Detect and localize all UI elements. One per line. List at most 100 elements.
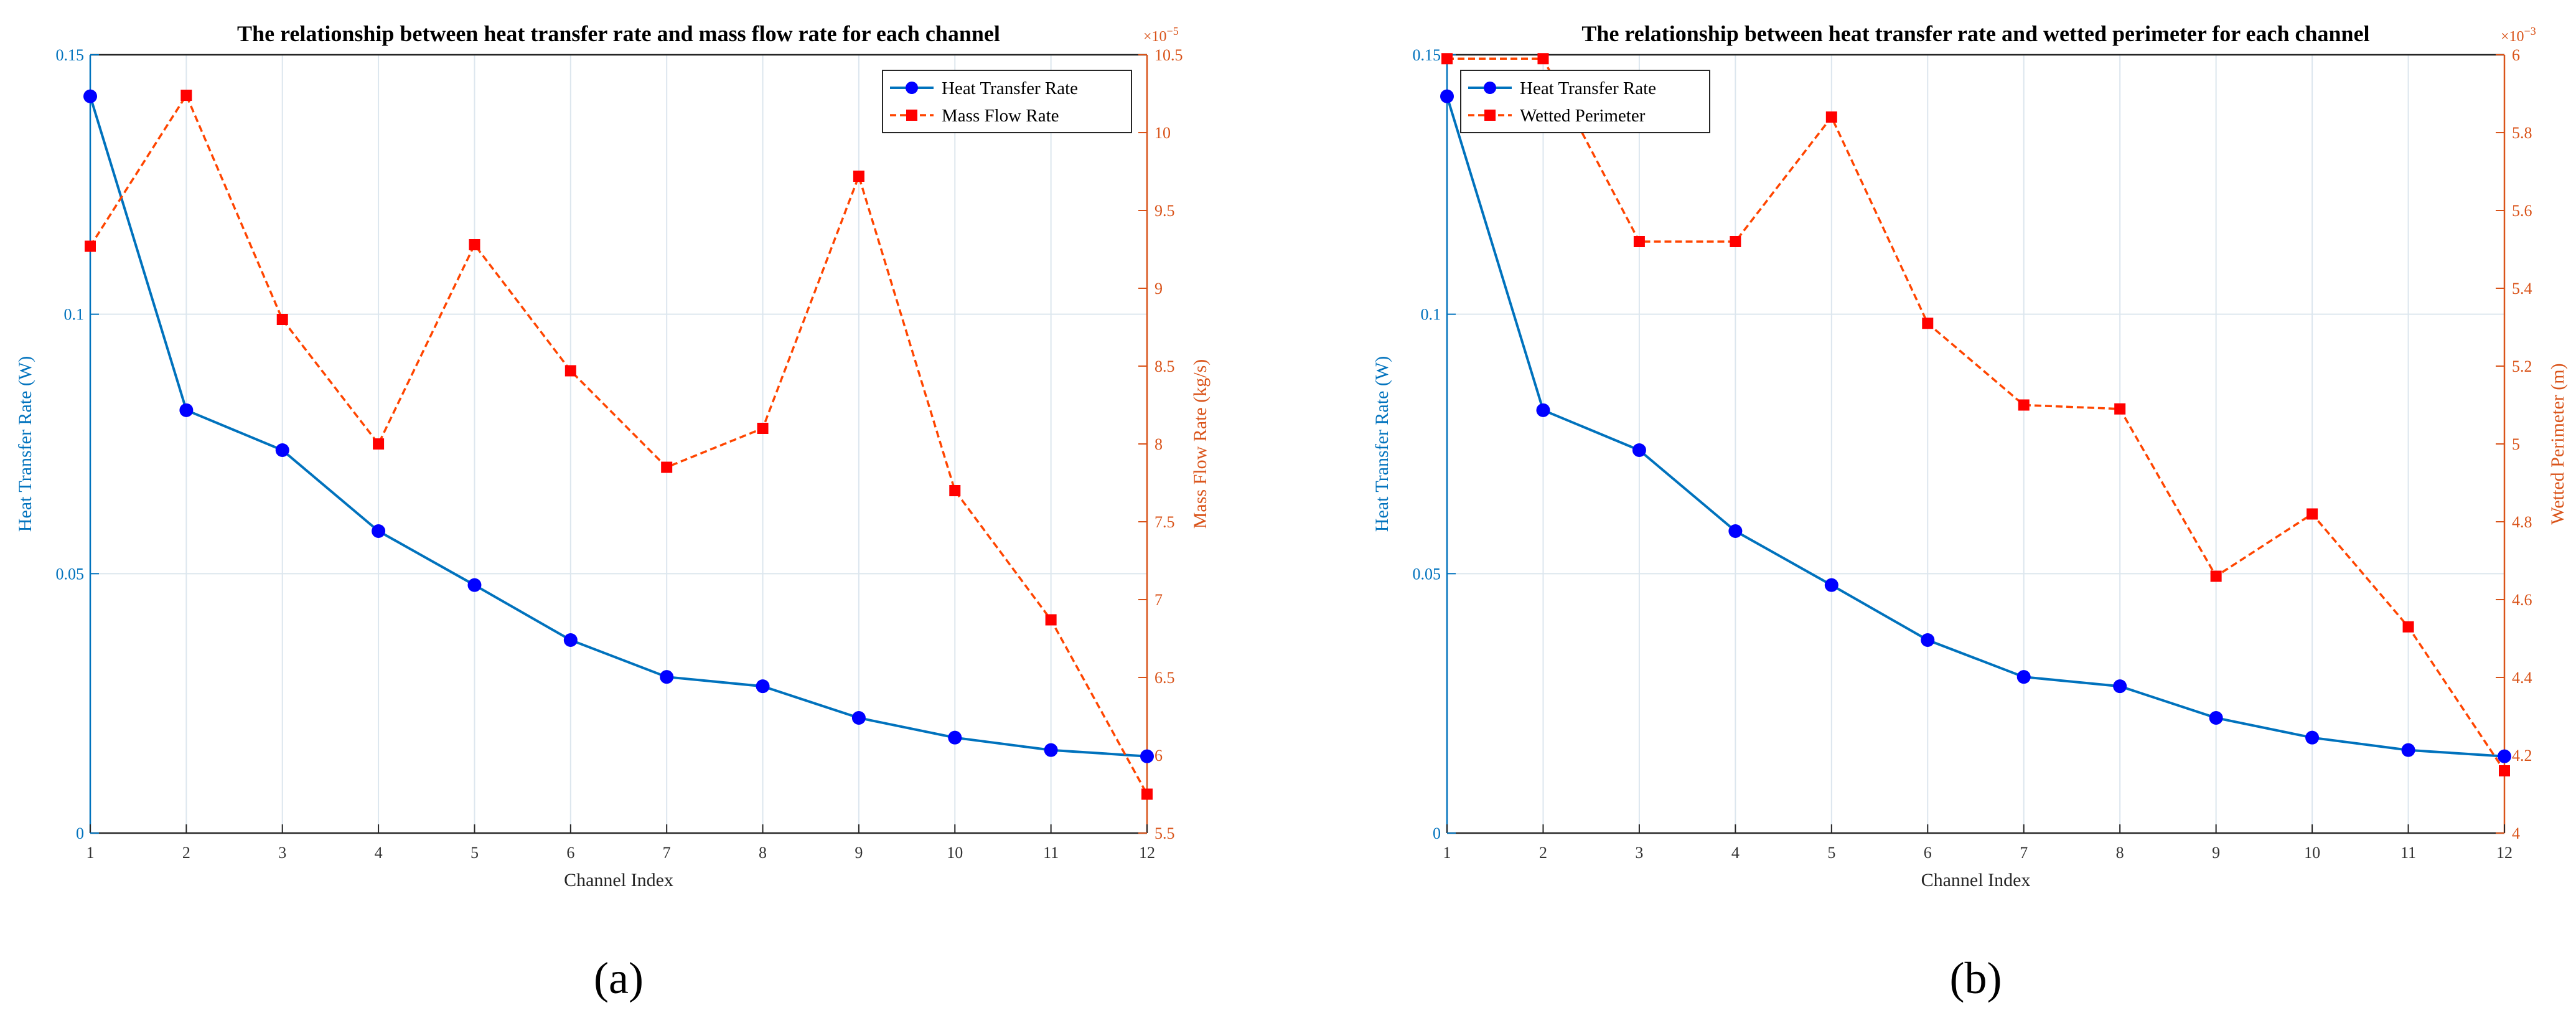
x-tick-label: 1	[87, 844, 95, 862]
legend-label: Heat Transfer Rate	[942, 78, 1078, 98]
x-tick-label: 12	[2496, 844, 2513, 862]
data-point	[661, 461, 673, 473]
right-axis-exponent-power: −5	[1167, 25, 1179, 37]
data-point	[1537, 53, 1549, 65]
data-point	[1728, 524, 1743, 538]
data-point	[756, 679, 770, 694]
data-point	[1441, 53, 1453, 65]
right-y-axis-label: Mass Flow Rate (kg/s)	[1190, 359, 1211, 529]
left-y-axis-label: Heat Transfer Rate (W)	[15, 356, 35, 532]
data-point	[1922, 318, 1934, 329]
legend-entry: Heat Transfer Rate	[1468, 78, 1656, 98]
data-point	[2401, 743, 2415, 757]
right-tick-label: 4.2	[2512, 747, 2532, 765]
x-tick-label: 8	[2116, 844, 2124, 862]
data-point	[2018, 399, 2030, 411]
x-tick-label: 3	[278, 844, 286, 862]
data-point	[2498, 749, 2511, 763]
data-point	[1044, 743, 1058, 757]
series-line	[1447, 57, 2506, 771]
grid	[90, 54, 1148, 834]
x-tick-label: 5	[1827, 844, 1835, 862]
legend-marker	[1484, 110, 1496, 121]
left-y-axis-label: Heat Transfer Rate (W)	[1372, 356, 1392, 532]
legend-marker	[906, 110, 917, 121]
panel-label: (b)	[1950, 953, 2002, 1003]
right-tick-label: 9.5	[1155, 202, 1175, 220]
data-point	[180, 90, 192, 101]
data-point	[275, 443, 289, 457]
chart-title: The relationship between heat transfer r…	[1581, 21, 2369, 46]
x-tick-label: 9	[855, 844, 863, 862]
data-point	[660, 670, 674, 684]
data-point	[1825, 111, 1837, 123]
right-tick-label: 5.2	[2512, 357, 2532, 375]
right-tick-label: 5	[2512, 435, 2520, 453]
data-point	[85, 240, 96, 252]
data-point	[2402, 621, 2414, 633]
data-point	[1440, 89, 1454, 103]
data-point	[948, 730, 962, 745]
data-point	[1140, 749, 1154, 763]
data-point	[757, 423, 769, 434]
x-tick-label: 12	[1139, 844, 1155, 862]
data-point	[1921, 633, 1935, 647]
legend-label: Mass Flow Rate	[942, 106, 1059, 126]
right-tick-label: 5.5	[1155, 824, 1175, 842]
series-heat-transfer-rate	[1440, 89, 2511, 763]
data-point	[949, 485, 961, 496]
right-tick-label: 7	[1155, 591, 1163, 609]
right-y-axis-label: Wetted Perimeter (m)	[2547, 363, 2568, 524]
right-axis-exponent: ×10−5	[1143, 25, 1179, 45]
right-tick-label: 5.8	[2512, 124, 2532, 142]
data-point	[2209, 711, 2223, 725]
x-axis-label: Channel Index	[564, 870, 673, 890]
left-tick-label: 0	[1433, 824, 1441, 842]
x-tick-label: 9	[2212, 844, 2220, 862]
data-point	[853, 171, 864, 182]
legend-entry: Wetted Perimeter	[1468, 106, 1646, 126]
right-tick-label: 10.5	[1155, 46, 1183, 64]
right-tick-label: 4	[2512, 824, 2520, 842]
right-tick-label: 7.5	[1155, 513, 1175, 531]
data-point	[564, 365, 576, 377]
left-tick-label: 0.05	[1413, 565, 1441, 583]
x-tick-label: 11	[1043, 844, 1059, 862]
right-axis-exponent: ×10−3	[2501, 25, 2536, 45]
legend-marker	[1484, 82, 1496, 94]
left-tick-label: 0.1	[64, 306, 85, 324]
x-tick-label: 6	[566, 844, 574, 862]
x-tick-label: 5	[471, 844, 479, 862]
legend-box	[1460, 70, 1710, 133]
left-tick-label: 0.1	[1421, 306, 1441, 324]
data-point	[372, 524, 386, 538]
series-mass-flow-rate	[85, 90, 1153, 800]
data-point	[373, 438, 385, 450]
legend-label: Heat Transfer Rate	[1520, 78, 1656, 98]
panel-label: (a)	[594, 953, 644, 1003]
data-point	[851, 711, 866, 725]
right-tick-label: 4.4	[2512, 669, 2532, 687]
right-tick-label: 10	[1155, 124, 1171, 142]
right-tick-label: 5.6	[2512, 202, 2532, 220]
data-point	[1633, 236, 1645, 247]
x-tick-label: 10	[947, 844, 963, 862]
x-axis-label: Channel Index	[1921, 870, 2031, 890]
data-point	[2210, 570, 2222, 582]
data-point	[563, 633, 578, 647]
chart-panel-2: 1 2 3 4 5 6 7 8 9 10 11 1200.050.10.1544.24.44.64.8…	[1372, 21, 2568, 1003]
data-point	[1141, 788, 1153, 800]
series-line	[1446, 96, 2505, 758]
data-point	[2113, 679, 2127, 694]
right-tick-label: 6	[2512, 46, 2520, 64]
x-tick-label: 11	[2400, 844, 2416, 862]
x-tick-label: 7	[663, 844, 671, 862]
data-point	[2307, 508, 2318, 520]
legend-box	[882, 70, 1132, 133]
data-point	[1536, 403, 1550, 417]
data-point	[179, 403, 194, 417]
data-point	[2499, 765, 2510, 776]
data-point	[83, 89, 97, 103]
legend-label: Wetted Perimeter	[1520, 106, 1646, 126]
x-tick-label: 3	[1635, 844, 1643, 862]
